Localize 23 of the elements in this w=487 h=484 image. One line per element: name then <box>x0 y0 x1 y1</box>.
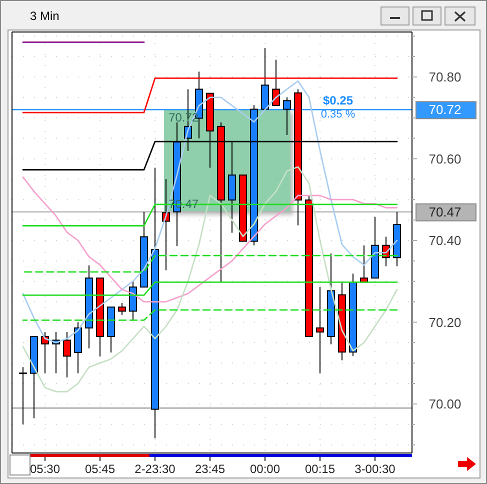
x-tick-label: 3-00:30 <box>354 462 396 476</box>
ref-line-label: 70.47 <box>428 204 462 220</box>
x-tick-label: 00:15 <box>304 462 336 476</box>
x-tick-label: 2-23:30 <box>134 462 176 476</box>
annotation: 0.35 % <box>320 108 356 121</box>
candlestick <box>316 286 324 374</box>
x-tick-label: 00:00 <box>250 462 280 476</box>
line-series <box>22 176 398 302</box>
y-tick-label: 70.00 <box>428 396 462 412</box>
candlestick <box>118 302 126 316</box>
line-series <box>22 166 398 392</box>
x-tick-label: 05:45 <box>84 462 116 476</box>
x-tick-label: 05:30 <box>30 462 60 476</box>
annotation: $0.25 <box>322 94 354 108</box>
y-tick-label: 70.60 <box>428 151 462 166</box>
y-tick-label: 70.80 <box>428 70 462 85</box>
y-tick-label: 70.40 <box>428 233 462 248</box>
y-tick-label: 70.20 <box>428 314 462 330</box>
chart-title: 3 Min <box>30 9 60 23</box>
candlestick <box>283 96 291 136</box>
candlestick <box>63 332 71 378</box>
x-tick-label: 23:45 <box>194 462 226 476</box>
ref-line-label: 70.72 <box>428 102 462 118</box>
